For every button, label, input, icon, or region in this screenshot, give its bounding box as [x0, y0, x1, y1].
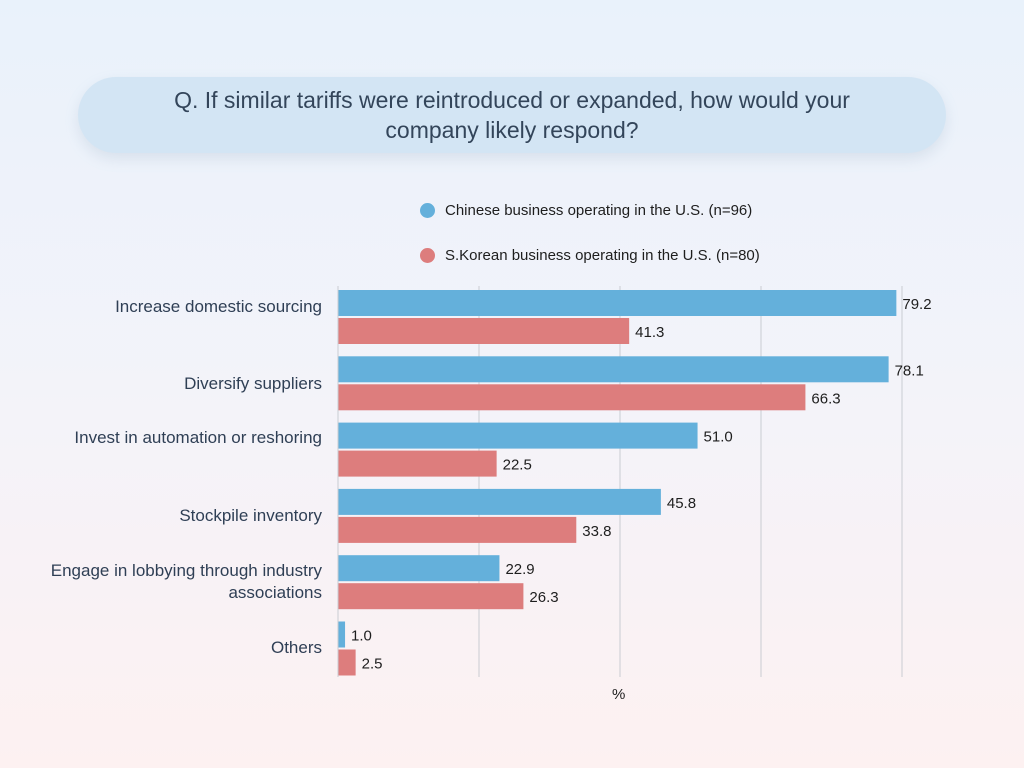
legend-dot-korean [420, 248, 435, 263]
question-banner: Q. If similar tariffs were reintroduced … [78, 77, 946, 153]
bar [338, 516, 577, 543]
bar [338, 290, 897, 316]
bar [338, 488, 661, 515]
category-label: Invest in automation or reshoring [74, 428, 322, 447]
category-label: Others [270, 638, 322, 657]
bar [338, 422, 698, 449]
data-label: 66.3 [811, 390, 840, 407]
x-axis-unit-label: % [612, 686, 626, 703]
bar [338, 621, 346, 648]
bar [338, 384, 806, 411]
category-label: Engage in lobbying through industry asso… [50, 561, 322, 602]
legend-label-chinese: Chinese business operating in the U.S. (… [445, 202, 753, 219]
bar [338, 555, 500, 582]
data-label: 51.0 [704, 429, 733, 446]
bar [338, 583, 524, 610]
bar [338, 318, 630, 344]
data-label: 33.8 [582, 523, 611, 540]
legend-dot-chinese [420, 203, 435, 218]
bar [338, 649, 356, 676]
data-label: 78.1 [895, 362, 924, 379]
data-label: 2.5 [362, 656, 383, 673]
bar [338, 356, 889, 383]
data-label: 79.2 [902, 296, 931, 313]
data-label: 22.5 [503, 457, 532, 474]
data-label: 1.0 [351, 628, 372, 645]
category-label: Diversify suppliers [184, 374, 322, 393]
category-label: Stockpile inventory [179, 506, 322, 525]
legend-item-chinese: Chinese business operating in the U.S. (… [420, 202, 752, 219]
data-label: 22.9 [505, 561, 534, 578]
data-label: 45.8 [667, 495, 696, 512]
data-label: 26.3 [529, 589, 558, 606]
legend-item-korean: S.Korean business operating in the U.S. … [420, 247, 760, 264]
legend-label-korean: S.Korean business operating in the U.S. … [445, 247, 760, 264]
data-label: 41.3 [635, 324, 664, 341]
bar [338, 450, 497, 477]
category-label: Increase domestic sourcing [115, 297, 322, 316]
question-text: Q. If similar tariffs were reintroduced … [174, 87, 850, 143]
